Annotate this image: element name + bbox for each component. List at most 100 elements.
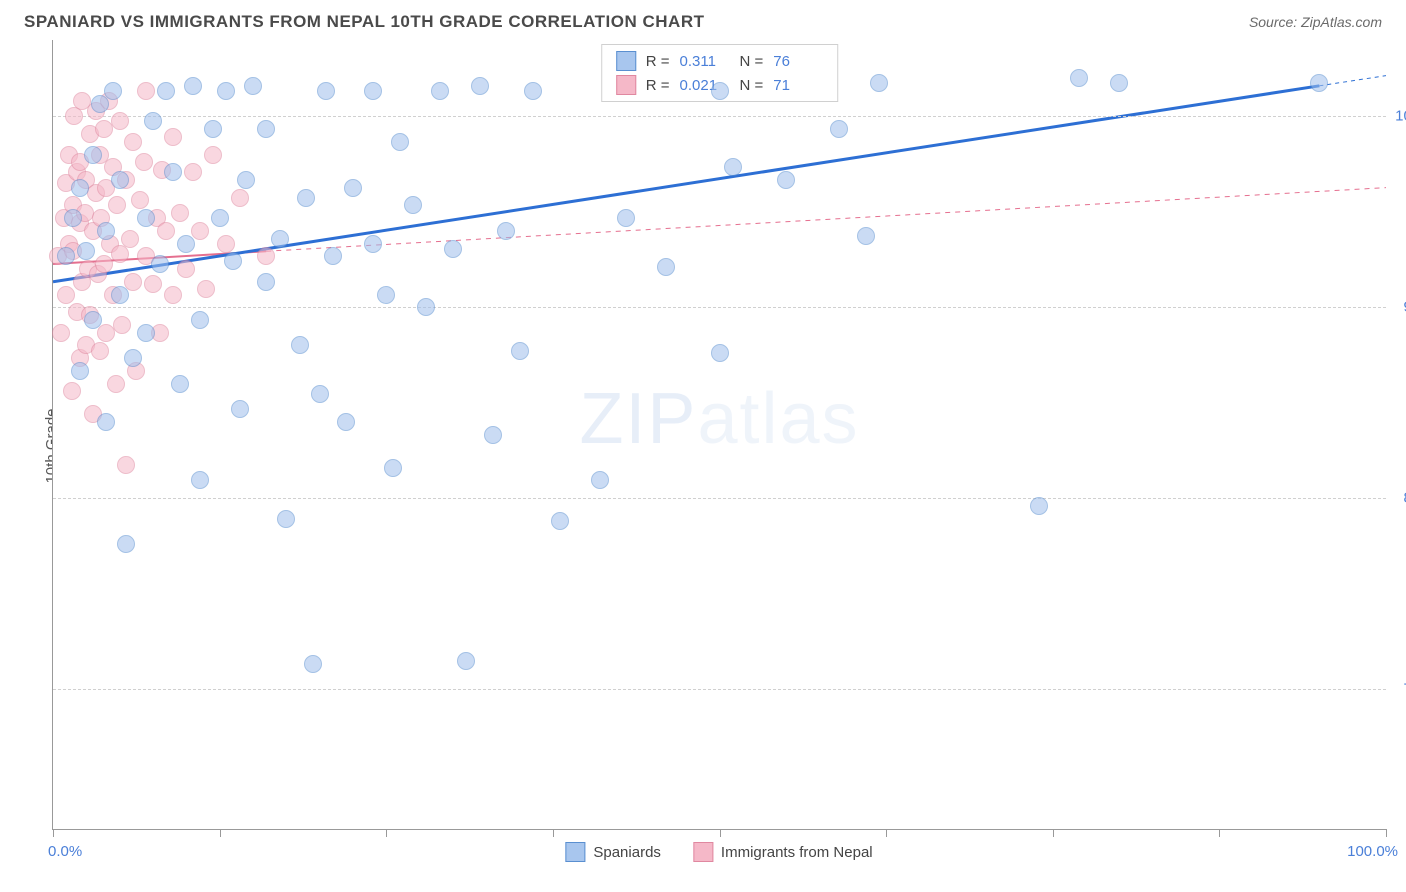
data-point-spaniards: [224, 252, 242, 270]
data-point-spaniards: [111, 286, 129, 304]
stats-swatch: [616, 75, 636, 95]
x-tick: [53, 829, 54, 837]
data-point-spaniards: [157, 82, 175, 100]
data-point-nepal: [111, 245, 129, 263]
data-point-spaniards: [551, 512, 569, 530]
data-point-spaniards: [870, 74, 888, 92]
watermark: ZIPatlas: [579, 378, 859, 460]
x-tick: [220, 829, 221, 837]
data-point-spaniards: [724, 158, 742, 176]
data-point-nepal: [184, 163, 202, 181]
data-point-spaniards: [204, 120, 222, 138]
data-point-nepal: [63, 382, 81, 400]
data-point-spaniards: [364, 235, 382, 253]
data-point-spaniards: [291, 336, 309, 354]
data-point-spaniards: [344, 179, 362, 197]
data-point-spaniards: [191, 471, 209, 489]
legend-item-spaniards: Spaniards: [565, 842, 661, 862]
stat-n-value: 71: [773, 77, 823, 94]
data-point-spaniards: [184, 77, 202, 95]
data-point-nepal: [124, 133, 142, 151]
legend-swatch-a: [565, 842, 585, 862]
x-tick: [886, 829, 887, 837]
stat-r-value: 0.311: [680, 53, 730, 70]
data-point-nepal: [171, 204, 189, 222]
data-point-spaniards: [104, 82, 122, 100]
stat-n-label: N =: [740, 53, 764, 70]
data-point-nepal: [257, 247, 275, 265]
watermark-part2: atlas: [697, 379, 859, 459]
data-point-spaniards: [271, 230, 289, 248]
data-point-nepal: [107, 375, 125, 393]
y-tick-label: 100.0%: [1395, 108, 1406, 125]
data-point-spaniards: [484, 426, 502, 444]
data-point-spaniards: [171, 375, 189, 393]
data-point-nepal: [204, 146, 222, 164]
data-point-spaniards: [177, 235, 195, 253]
data-point-spaniards: [57, 247, 75, 265]
legend-label-a: Spaniards: [593, 844, 661, 861]
data-point-spaniards: [1030, 497, 1048, 515]
legend-item-nepal: Immigrants from Nepal: [693, 842, 873, 862]
data-point-nepal: [57, 286, 75, 304]
data-point-spaniards: [377, 286, 395, 304]
data-point-spaniards: [144, 112, 162, 130]
data-point-spaniards: [444, 240, 462, 258]
chart-title: SPANIARD VS IMMIGRANTS FROM NEPAL 10TH G…: [24, 12, 704, 32]
data-point-spaniards: [97, 222, 115, 240]
data-point-spaniards: [117, 535, 135, 553]
trend-lines: [53, 40, 1386, 829]
stat-r-label: R =: [646, 77, 670, 94]
data-point-spaniards: [317, 82, 335, 100]
data-point-spaniards: [471, 77, 489, 95]
data-point-spaniards: [304, 655, 322, 673]
data-point-spaniards: [137, 209, 155, 227]
data-point-spaniards: [84, 311, 102, 329]
data-point-spaniards: [64, 209, 82, 227]
data-point-spaniards: [524, 82, 542, 100]
data-point-spaniards: [217, 82, 235, 100]
grid-line: [53, 498, 1386, 499]
data-point-nepal: [121, 230, 139, 248]
data-point-spaniards: [77, 242, 95, 260]
data-point-spaniards: [84, 146, 102, 164]
data-point-spaniards: [257, 120, 275, 138]
x-tick: [1053, 829, 1054, 837]
data-point-spaniards: [324, 247, 342, 265]
data-point-nepal: [217, 235, 235, 253]
chart-area: ZIPatlas R =0.311N =76R =0.021N =71 77.5…: [52, 40, 1386, 830]
legend: Spaniards Immigrants from Nepal: [565, 842, 872, 862]
data-point-spaniards: [137, 324, 155, 342]
data-point-nepal: [177, 260, 195, 278]
data-point-spaniards: [857, 227, 875, 245]
data-point-spaniards: [1310, 74, 1328, 92]
data-point-spaniards: [617, 209, 635, 227]
data-point-spaniards: [191, 311, 209, 329]
stats-row: R =0.311N =76: [602, 49, 838, 73]
data-point-nepal: [91, 342, 109, 360]
data-point-spaniards: [151, 255, 169, 273]
data-point-spaniards: [711, 344, 729, 362]
data-point-spaniards: [497, 222, 515, 240]
data-point-nepal: [164, 128, 182, 146]
data-point-spaniards: [417, 298, 435, 316]
stat-n-value: 76: [773, 53, 823, 70]
x-tick: [386, 829, 387, 837]
data-point-nepal: [117, 456, 135, 474]
x-tick: [553, 829, 554, 837]
x-axis-min-label: 0.0%: [48, 843, 82, 860]
data-point-spaniards: [657, 258, 675, 276]
data-point-nepal: [135, 153, 153, 171]
data-point-spaniards: [457, 652, 475, 670]
data-point-spaniards: [71, 362, 89, 380]
data-point-spaniards: [777, 171, 795, 189]
data-point-spaniards: [71, 179, 89, 197]
data-point-nepal: [108, 196, 126, 214]
data-point-spaniards: [1110, 74, 1128, 92]
data-point-spaniards: [431, 82, 449, 100]
data-point-spaniards: [404, 196, 422, 214]
source-label: Source: ZipAtlas.com: [1249, 14, 1382, 30]
data-point-spaniards: [591, 471, 609, 489]
plot-area: ZIPatlas R =0.311N =76R =0.021N =71 77.5…: [52, 40, 1386, 830]
x-tick: [1219, 829, 1220, 837]
